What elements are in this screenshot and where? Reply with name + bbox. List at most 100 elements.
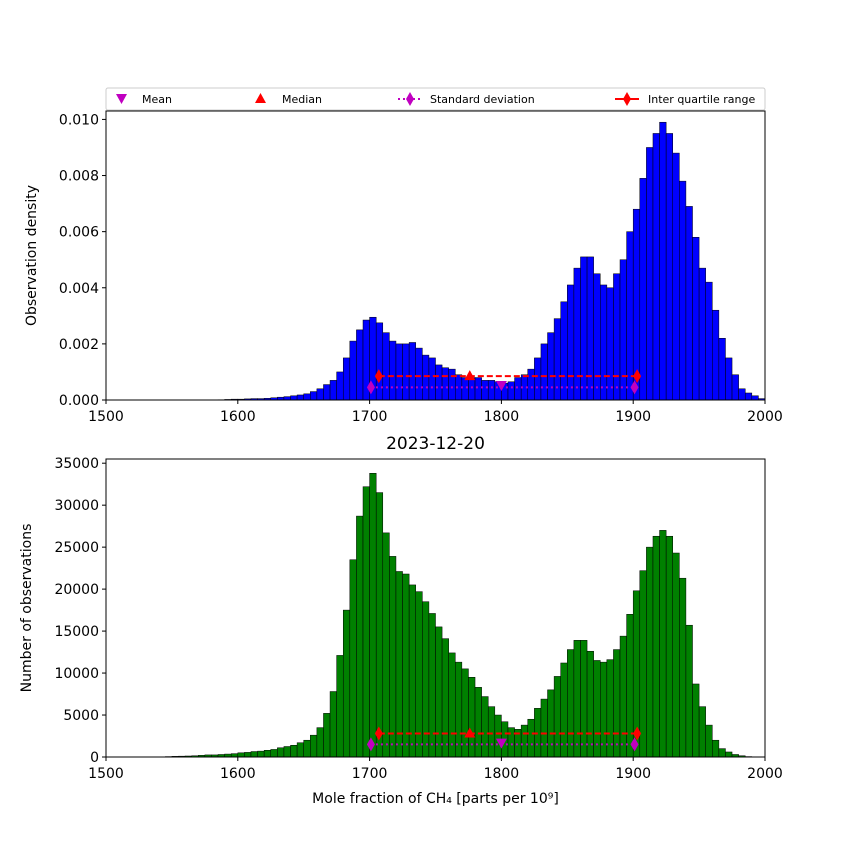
histogram-bar [448,652,456,758]
histogram-bar [455,661,463,758]
histogram-bar [375,492,384,758]
legend-frame [105,87,766,111]
count-x-axis-label: Mole fraction of CH₄ [parts per 10⁹] [312,791,559,807]
histogram-bar [652,133,660,401]
histogram-bar [507,727,515,758]
histogram-bar [349,340,357,401]
histogram-bar [600,284,608,401]
histogram-bar [659,530,667,758]
histogram-bar [435,364,443,401]
histogram-bar [507,381,515,401]
histogram-bar [626,614,634,758]
mean-marker [495,738,507,749]
median-marker [464,370,476,381]
x-tick-label: 1700 [352,766,388,782]
histogram-bar [402,343,410,401]
iqr-lower-marker [374,369,383,384]
histogram-bar [534,357,542,401]
legend: Mean Median Standard deviation Inter qua… [105,87,766,111]
histogram-bar [487,380,496,401]
histogram-bar [712,739,720,758]
histogram-bar [593,660,601,758]
histogram-bar [527,718,535,758]
histogram-bar [468,377,476,401]
histogram-bar [560,662,568,758]
histogram-bar [257,750,265,758]
legend-item-standard-deviation: Standard deviation [398,92,535,106]
histogram-bar [290,744,298,758]
histogram-bar [303,393,311,401]
y-tick-label: 0.008 [59,169,99,185]
x-tick-label: 1600 [220,766,256,782]
x-tick-label: 2000 [747,409,783,425]
count-chart: 2023-12-20 1500 1600 1700 1800 1900 2000 0 500… [19,434,783,807]
y-tick-label: 35000 [54,456,99,472]
count-y-axis-label: Number of observations [19,524,35,693]
histogram-bar [336,371,344,401]
y-tick-label: 10000 [54,666,99,682]
histogram-bar [415,347,423,401]
histogram-bar [712,309,720,401]
histogram-bar [369,473,377,758]
histogram-bar [718,338,726,401]
histogram-bar [402,573,410,758]
histogram-bar [441,367,449,401]
x-tick-label: 2000 [747,766,783,782]
count-chart-title: 2023-12-20 [386,434,485,454]
histogram-bar [672,152,680,401]
histogram-bar [329,380,337,401]
y-tick-label: 0 [90,750,99,766]
histogram-bar [725,357,733,401]
histogram-bar [692,237,700,401]
histogram-bar [606,287,614,401]
histogram-bar [356,329,364,401]
histogram-bar [586,256,594,401]
legend-iqr-label: Inter quartile range [648,93,755,106]
y-tick-label: 15000 [54,624,99,640]
histogram-bar [567,284,575,401]
density-plot-frame [105,110,766,401]
histogram-bar [573,267,581,401]
histogram-bar [679,180,687,401]
histogram-bar [474,687,482,758]
histogram-bar [435,626,443,758]
histogram-bar [342,357,351,401]
histogram-bar [316,388,324,401]
histogram-bar [296,394,304,401]
histogram-bar [270,749,278,758]
x-tick-label: 1800 [484,409,520,425]
histogram-bar [356,515,364,758]
histogram-bar [672,552,680,758]
density-stats-markers [366,369,642,395]
histogram-bar [244,752,252,758]
histogram-bar [619,635,627,758]
histogram-bar [619,259,627,401]
histogram-bar [547,332,555,401]
histogram-bar [540,698,548,758]
density-chart: 1500 1600 1700 1800 1900 2000 0.000 0.002 0.004… [24,110,783,425]
std-lower-marker [366,737,375,752]
y-tick-label: 5000 [63,708,99,724]
histogram-bar [580,640,588,758]
histogram-bar [395,571,403,758]
x-tick-label: 1600 [220,409,256,425]
histogram-bar [685,624,693,758]
histogram-bar [705,724,713,758]
legend-item-mean: Mean [116,93,172,106]
histogram-bar [382,532,390,758]
std-upper-marker [630,380,639,395]
histogram-bar [422,354,430,401]
y-tick-label: 0.002 [59,337,99,353]
legend-item-median: Median [255,93,322,106]
histogram-bar [514,377,522,401]
legend-mean-label: Mean [142,93,172,106]
count-x-axis: 1500 1600 1700 1800 1900 2000 [88,757,783,782]
histogram-bar [679,577,687,758]
histogram-bar [698,706,706,758]
histogram-bar [646,147,654,401]
histogram-bar [725,751,733,758]
histogram-bar [487,706,496,758]
mean-marker [495,380,507,391]
histogram-bar [665,535,673,758]
